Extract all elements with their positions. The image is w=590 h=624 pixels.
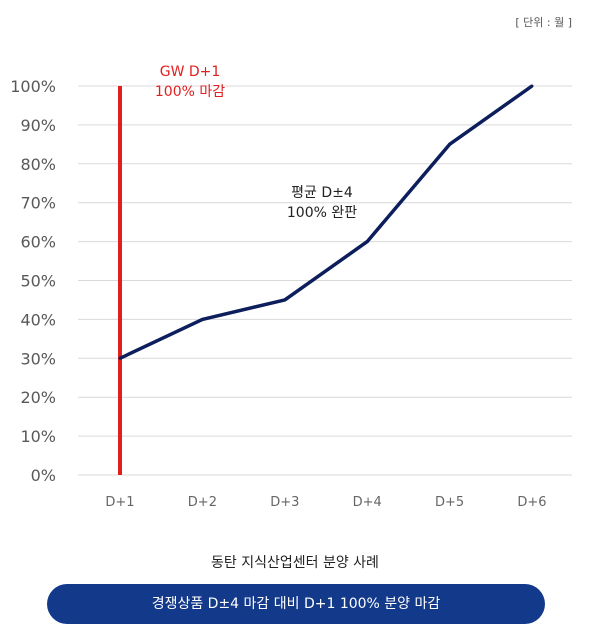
data-point [448,142,452,146]
data-point [530,84,534,88]
y-tick-label: 100% [10,77,56,96]
x-tick-label: D+6 [517,495,546,510]
summary-banner: 경쟁상품 D±4 마감 대비 D+1 100% 분양 마감 [47,584,545,624]
y-tick-label: 70% [20,194,56,213]
series-group [118,84,534,360]
data-point [118,356,122,360]
series-line [119,84,534,360]
data-point [283,298,287,302]
annotation-text: 100% 마감 [155,84,225,100]
y-tick-label: 30% [20,349,56,368]
annotation-text: 평균 D±4 [291,185,353,201]
y-tick-label: 80% [20,155,56,174]
data-point [200,317,204,321]
y-tick-label: 50% [20,272,56,291]
grid-lines [78,85,572,476]
x-tick-label: D+4 [353,495,382,510]
y-tick-label: 20% [20,388,56,407]
x-tick-label: D+5 [435,495,464,510]
y-tick-label: 0% [31,466,56,485]
x-axis-ticks: D+1 D+2 D+3 D+4 D+5 D+6 [105,495,546,510]
x-tick-label: D+3 [270,495,299,510]
annotation-text: GW D+1 [160,64,221,80]
y-tick-label: 40% [20,310,56,329]
annotation-text: 100% 완판 [287,205,357,221]
x-tick-label: D+2 [188,495,217,510]
line-chart: 0% 10% 20% 30% 40% 50% 60% 70% 80% 90% 100% D+1 D+2… [10,64,572,510]
unit-note: [ 단위 : 월 ] [515,16,572,29]
data-point [365,240,369,244]
y-tick-label: 60% [20,233,56,252]
x-tick-label: D+1 [105,495,134,510]
chart-caption: 동탄 지식산업센터 분양 사례 [211,555,379,571]
y-tick-label: 90% [20,116,56,135]
y-tick-label: 10% [20,427,56,446]
y-axis-ticks: 0% 10% 20% 30% 40% 50% 60% 70% 80% 90% 100% [10,77,56,485]
